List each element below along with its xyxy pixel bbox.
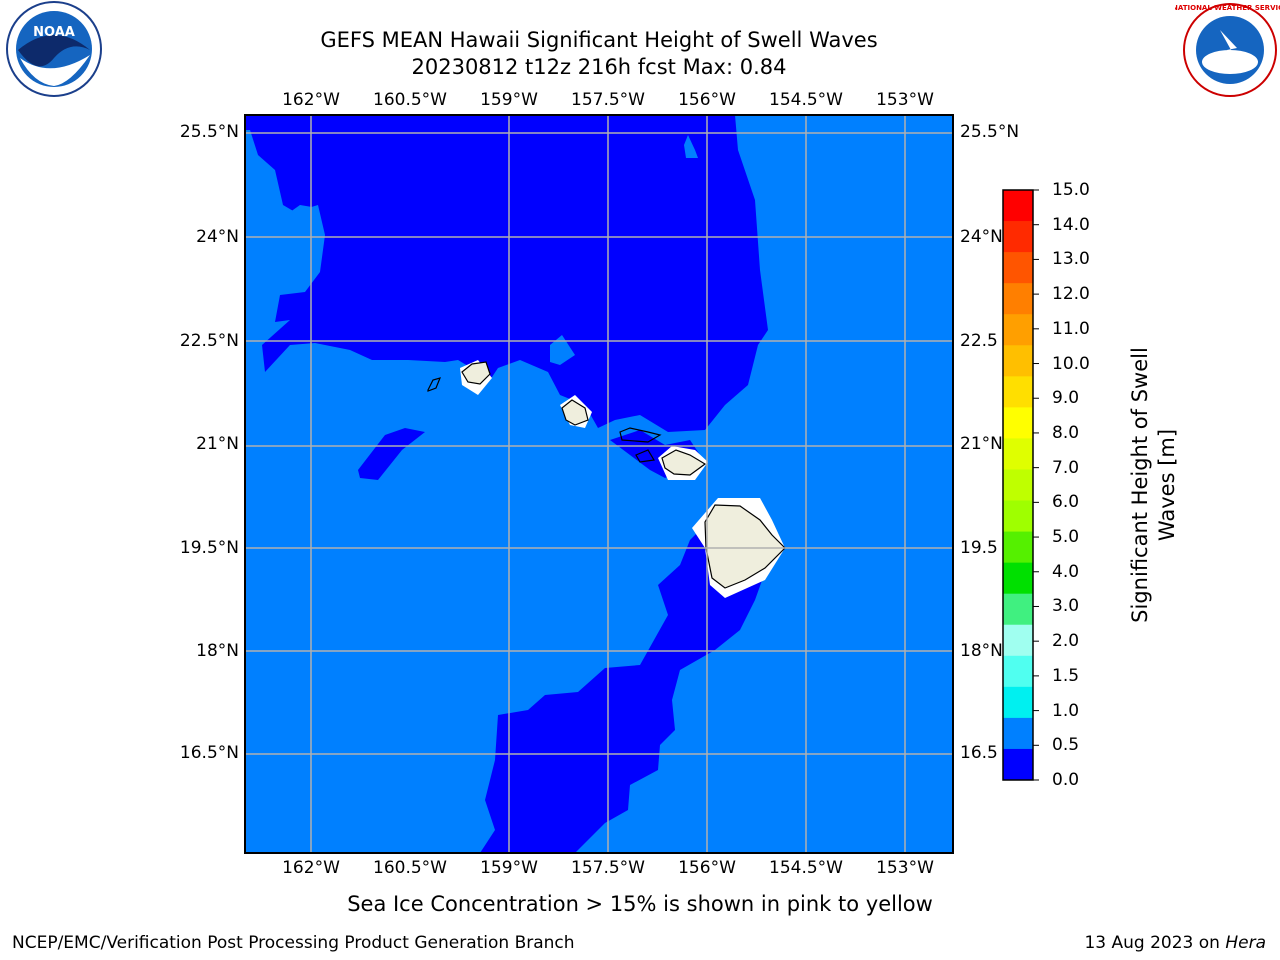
colorbar-segment [1003,345,1033,377]
map-title: GEFS MEAN Hawaii Significant Height of S… [320,28,878,52]
colorbar-frame [1002,189,1034,781]
nws-logo-text: NATIONAL WEATHER SERVICE [1175,4,1280,12]
colorbar-segment [1003,717,1033,750]
ocean-deep-south [480,520,765,853]
footer-left: NCEP/EMC/Verification Post Processing Pr… [12,933,575,953]
lat-tick-right: 16.5 [960,743,998,763]
lon-tick-top: 160.5°W [373,90,447,110]
colorbar-segment [1003,500,1033,533]
colorbar-segment [1003,655,1033,688]
lon-tick-top: 156°W [678,90,736,110]
lon-tick-top: 153°W [876,90,934,110]
colorbar-segment [1003,283,1033,315]
colorbar-segment [1003,314,1033,346]
colorbar-segment [1003,221,1033,253]
lat-tick-left: 22.5°N [179,331,239,351]
footer-right: 13 Aug 2023 on Hera [1084,933,1266,953]
lon-tick-bottom: 154.5°W [769,858,843,878]
colorbar-segment [1003,562,1033,595]
ocean-deep-west [358,428,425,480]
colorbar-segment [1003,593,1033,626]
colorbar-segment [1003,407,1033,439]
lat-tick-left: 16.5°N [179,743,239,763]
lon-tick-top: 159°W [480,90,538,110]
lat-tick-left: 21°N [196,434,239,454]
colorbar-tick-label: 10.0 [1052,353,1090,374]
colorbar-segment [1003,252,1033,284]
lat-tick-right: 24°N [960,227,1003,247]
colorbar-tick-label: 14.0 [1052,214,1090,235]
sea-ice-note: Sea Ice Concentration > 15% is shown in … [347,892,933,916]
colorbar-tick-label: 0.5 [1052,735,1080,756]
colorbar-tick-label: 13.0 [1052,249,1090,270]
lon-tick-top: 157.5°W [571,90,645,110]
lon-tick-bottom: 160.5°W [373,858,447,878]
colorbar-label-line1: Significant Height of Swell [1128,347,1152,623]
colorbar-tick-label: 8.0 [1052,422,1080,443]
colorbar-tick-label: 15.0 [1052,180,1090,200]
lat-tick-right: 18°N [960,641,1003,661]
map-subtitle: 20230812 t12z 216h fcst Max: 0.84 [411,55,787,79]
lat-tick-right: 25.5°N [960,122,1020,142]
lat-tick-left: 18°N [196,641,239,661]
colorbar-segment [1003,686,1033,719]
colorbar-segment [1003,531,1033,564]
colorbar-tick-label: 9.0 [1052,388,1080,409]
colorbar-tick-label: 11.0 [1052,318,1090,339]
colorbar-tick-label: 12.0 [1052,284,1090,305]
colorbar-segment [1003,438,1033,470]
lat-tick-right: 21°N [960,434,1003,454]
colorbar-segment [1003,190,1033,222]
lon-tick-bottom: 156°W [678,858,736,878]
lon-tick-top: 154.5°W [769,90,843,110]
lon-tick-bottom: 153°W [876,858,934,878]
colorbar-tick-label: 7.0 [1052,457,1080,478]
colorbar-segment [1003,748,1033,781]
colorbar-tick-label: 3.0 [1052,596,1080,617]
colorbar-segment [1003,469,1033,502]
colorbar-segment [1003,376,1033,408]
islands [427,360,786,598]
colorbar-tick-label: 2.0 [1052,631,1080,652]
lon-tick-bottom: 157.5°W [571,858,645,878]
colorbar-label-line2: Waves [m] [1155,428,1179,542]
gridlines [245,115,953,853]
lat-tick-left: 24°N [196,227,239,247]
colorbar-tick-label: 6.0 [1052,492,1080,513]
colorbar-tick-label: 1.5 [1052,665,1080,686]
lat-tick-right: 22.5 [960,331,998,351]
lat-tick-left: 25.5°N [179,122,239,142]
footer-date: 13 Aug 2023 on [1084,933,1226,953]
lon-tick-top: 162°W [282,90,340,110]
colorbar-tick-label: 1.0 [1052,700,1080,721]
lon-tick-bottom: 162°W [282,858,340,878]
footer-host: Hera [1225,933,1266,953]
lat-tick-left: 19.5°N [179,538,239,558]
nws-logo: NATIONAL WEATHER SERVICE [1175,3,1280,97]
noaa-logo: NOAA [6,1,102,97]
lat-tick-right: 19.5 [960,538,998,558]
colorbar-tick-label: 0.0 [1052,770,1080,790]
lon-tick-bottom: 159°W [480,858,538,878]
ocean-deep-north [245,115,768,432]
colorbar-tick-label: 4.0 [1052,561,1080,582]
noaa-logo-text: NOAA [33,25,75,40]
colorbar-segment [1003,624,1033,657]
colorbar-tick-label: 5.0 [1052,527,1080,548]
map-frame [244,114,954,854]
